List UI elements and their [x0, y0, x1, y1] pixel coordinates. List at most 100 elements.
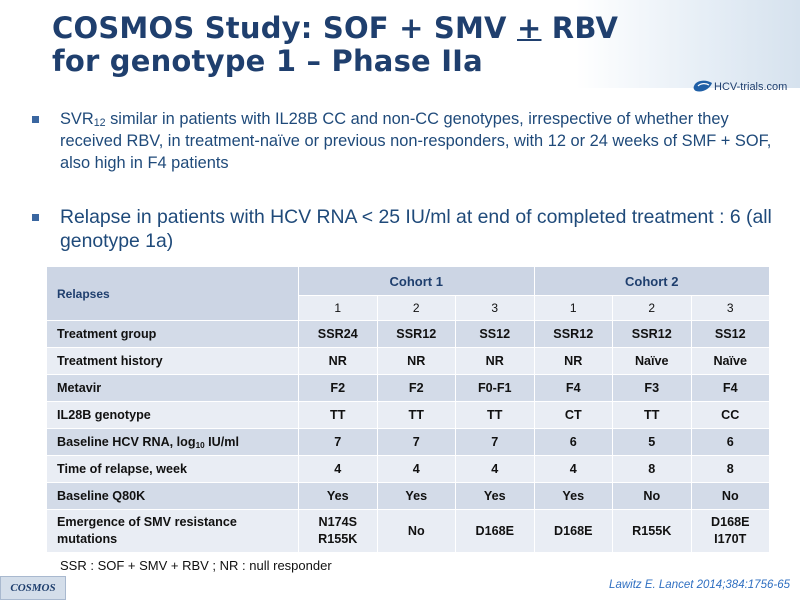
arm-header: 1 — [533, 295, 613, 321]
table-cell: 7 — [376, 428, 456, 456]
table-cell: TT — [612, 401, 692, 429]
row-label: Baseline HCV RNA, log10 IU/ml — [46, 428, 299, 456]
arm-header: 2 — [376, 295, 456, 321]
table-row: Treatment group SSR24 SSR12 SS12 SSR12 S… — [46, 320, 770, 348]
relapse-table: Relapses Cohort 1 Cohort 2 1 2 3 1 2 3 T… — [46, 266, 770, 553]
table-cell: NR — [298, 347, 378, 375]
table-cell: Yes — [533, 482, 613, 510]
table-cell: F2 — [376, 374, 456, 402]
table-cell: SSR12 — [533, 320, 613, 348]
table-row: Baseline Q80K Yes Yes Yes Yes No No — [46, 482, 770, 510]
title-plus-minus: + — [517, 11, 542, 45]
row-label: Baseline Q80K — [46, 482, 299, 510]
table-row: Emergence of SMV resistance mutations N1… — [46, 509, 770, 553]
table-cell: 8 — [690, 455, 770, 483]
title-line1-suffix: RBV — [541, 11, 619, 45]
arm-header: 3 — [455, 295, 535, 321]
reference-citation: Lawitz E. Lancet 2014;384:1756-65 — [609, 579, 790, 591]
table-cell: Naïve — [690, 347, 770, 375]
table-cell: No — [376, 509, 456, 553]
table-cell: 5 — [612, 428, 692, 456]
row-label: Emergence of SMV resistance mutations — [46, 509, 299, 553]
logo-text: HCV-trials.com — [714, 81, 788, 93]
bullet-square-icon — [32, 214, 39, 221]
row-label: Treatment history — [46, 347, 299, 375]
table-cell: 4 — [376, 455, 456, 483]
cell-line: R155K — [318, 532, 358, 546]
row-label-text: Baseline HCV RNA, log — [57, 435, 196, 449]
row-label: Treatment group — [46, 320, 299, 348]
hcv-trials-logo: HCV-trials.com — [692, 78, 800, 96]
bullet-relapse: Relapse in patients with HCV RNA < 25 IU… — [30, 205, 775, 253]
table-cell: CT — [533, 401, 613, 429]
table-cell: NR — [376, 347, 456, 375]
row-label: Time of relapse, week — [46, 455, 299, 483]
arm-header: 2 — [612, 295, 692, 321]
title-line2: for genotype 1 – Phase IIa — [52, 44, 483, 78]
table-cell: No — [612, 482, 692, 510]
row-label: IL28B genotype — [46, 401, 299, 429]
table-cell: F0-F1 — [455, 374, 535, 402]
table-row: Metavir F2 F2 F0-F1 F4 F3 F4 — [46, 374, 770, 402]
table-cell: TT — [455, 401, 535, 429]
table-cell: Yes — [376, 482, 456, 510]
cell-line: N174S — [318, 515, 357, 529]
table-cell: 7 — [298, 428, 378, 456]
header-band — [0, 0, 800, 88]
table-cell: N174S R155K — [298, 509, 378, 553]
table-cell: F4 — [690, 374, 770, 402]
row-label-subscript: 10 — [195, 441, 205, 450]
table-corner-label: Relapses — [46, 266, 299, 321]
table-cell: 6 — [533, 428, 613, 456]
table-cell: F4 — [533, 374, 613, 402]
table-cell: R155K — [612, 509, 692, 553]
table-cell: D168E — [533, 509, 613, 553]
table-row: Baseline HCV RNA, log10 IU/ml 7 7 7 6 5 … — [46, 428, 770, 456]
row-label-unit: IU/ml — [204, 435, 239, 449]
slide-title: COSMOS Study: SOF + SMV + RBV for genoty… — [52, 12, 618, 78]
table-cell: F2 — [298, 374, 378, 402]
table-row: IL28B genotype TT TT TT CT TT CC — [46, 401, 770, 429]
table-cell: No — [690, 482, 770, 510]
table-cell: F3 — [612, 374, 692, 402]
cohort-1-header: Cohort 1 — [298, 266, 535, 296]
cell-line: D168E — [710, 515, 750, 529]
table-cell: 4 — [455, 455, 535, 483]
table-cell: Yes — [298, 482, 378, 510]
table-cell: SS12 — [690, 320, 770, 348]
table-cell: NR — [455, 347, 535, 375]
table-cell: 8 — [612, 455, 692, 483]
bullet-square-icon — [32, 116, 39, 123]
table-row: Time of relapse, week 4 4 4 4 8 8 — [46, 455, 770, 483]
table-cell: TT — [298, 401, 378, 429]
cell-line: I170T — [714, 532, 747, 546]
table-cell: TT — [376, 401, 456, 429]
table-cell: SSR12 — [376, 320, 456, 348]
table-cell: Yes — [455, 482, 535, 510]
table-cell: 4 — [533, 455, 613, 483]
table-row: Treatment history NR NR NR NR Naïve Naïv… — [46, 347, 770, 375]
title-line1-prefix: COSMOS Study: SOF + SMV — [52, 11, 517, 45]
table-cell: CC — [690, 401, 770, 429]
bullet-relapse-text: Relapse in patients with HCV RNA < 25 IU… — [60, 206, 772, 252]
table-cell: NR — [533, 347, 613, 375]
table-cell: Naïve — [612, 347, 692, 375]
table-cell: 6 — [690, 428, 770, 456]
table-cell: SSR24 — [298, 320, 378, 348]
table-cell: 4 — [298, 455, 378, 483]
bullet-svr-text: similar in patients with IL28B CC and no… — [60, 110, 772, 172]
table-cell: SSR12 — [612, 320, 692, 348]
table-cell: D168E I170T — [690, 509, 770, 553]
bullet-svr12: SVR12 similar in patients with IL28B CC … — [30, 108, 775, 174]
row-label: Metavir — [46, 374, 299, 402]
table-cell: D168E — [455, 509, 535, 553]
cosmos-tag: COSMOS — [0, 576, 66, 600]
bullet-svr-label: SVR — [60, 110, 94, 128]
cohort-2-header: Cohort 2 — [533, 266, 770, 296]
arm-header: 1 — [298, 295, 378, 321]
table-cell: SS12 — [455, 320, 535, 348]
abbreviation-footnote: SSR : SOF + SMV + RBV ; NR : null respon… — [60, 558, 332, 573]
bullet-list: SVR12 similar in patients with IL28B CC … — [30, 108, 775, 253]
bullet-svr-subscript: 12 — [93, 117, 106, 129]
liver-logo-icon — [693, 80, 712, 92]
